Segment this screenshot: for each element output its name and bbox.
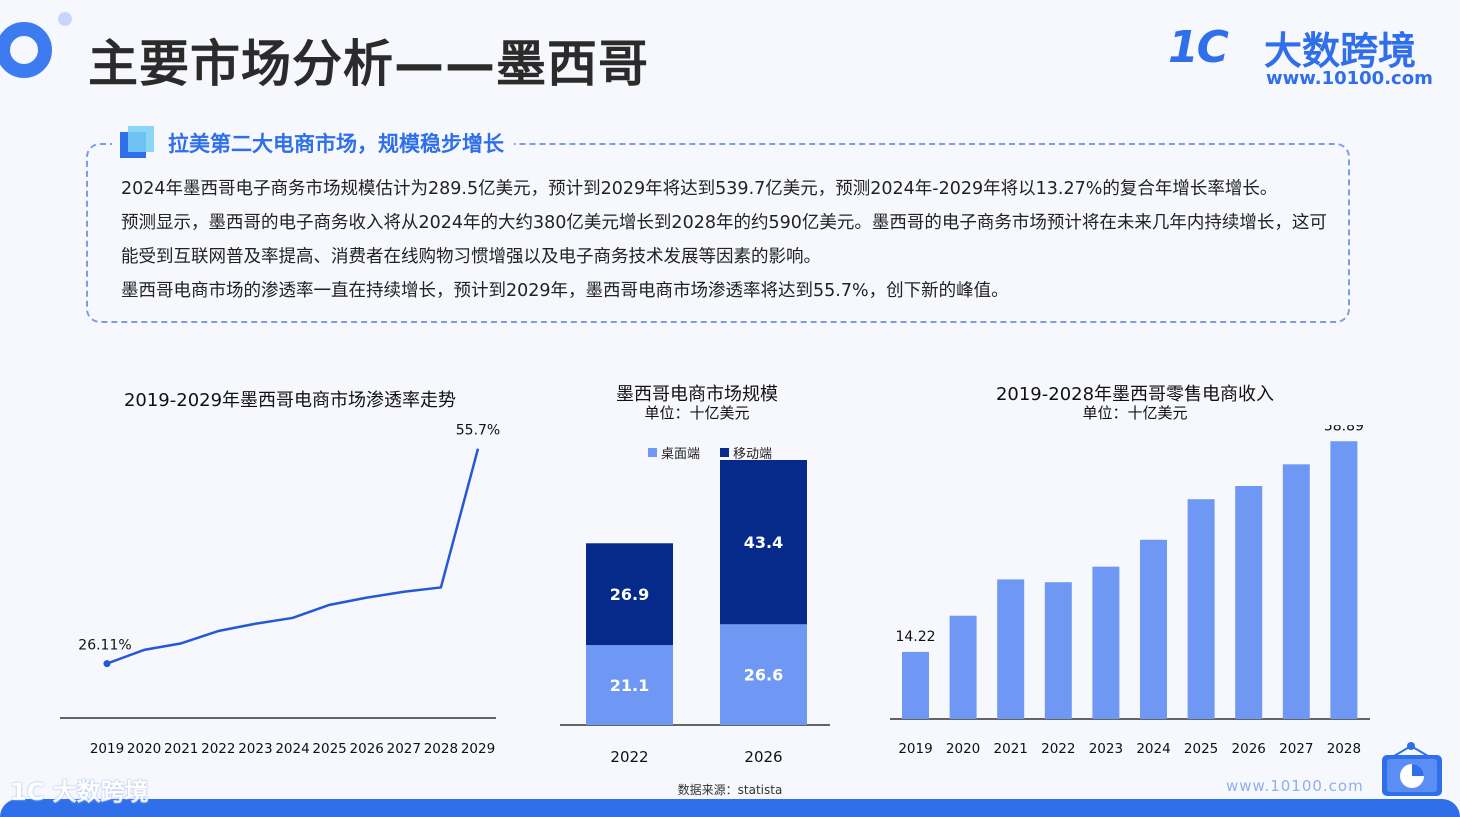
penetration-line [106, 448, 480, 665]
x-tick-label: 2024 [275, 741, 309, 757]
revenue-bar [1330, 441, 1358, 719]
x-tick-label: 2025 [312, 741, 346, 757]
page-title: 主要市场分析——墨西哥 [88, 35, 649, 93]
revenue-bar [1092, 566, 1120, 719]
x-tick-label: 2028 [424, 741, 458, 757]
revenue-bar [1044, 582, 1072, 719]
retail-revenue-bar-chart: 2019 2020 2021 2022 2023 2024 2025 2026 2027 2028… [890, 425, 1370, 757]
legend-label: 移动端 [733, 447, 772, 462]
footer-bar [0, 799, 1460, 817]
brand-ring-decoration [0, 22, 52, 78]
revenue-bar [1282, 464, 1310, 719]
stacked-chart-title: 墨西哥电商市场规模 [616, 384, 778, 405]
stacked-chart-unit: 单位：十亿美元 [644, 404, 750, 422]
revenue-bar [1187, 499, 1215, 719]
data-label-last: 55.7% [456, 423, 500, 439]
bar-mobile [720, 460, 807, 625]
revenue-bar [949, 615, 977, 719]
x-tick-label: 2020 [127, 741, 161, 757]
data-label-first: 14.22 [895, 629, 935, 645]
revenue-bar [902, 651, 929, 719]
x-tick-label: 2028 [1327, 741, 1361, 757]
brand-url: www.10100.com [1266, 68, 1433, 89]
x-tick-label: 2027 [387, 741, 421, 757]
x-tick-label: 2023 [238, 741, 272, 757]
market-size-stacked-chart: 桌面端 移动端 21.1 26.9 2022 26.6 43.4 2026 [560, 447, 830, 766]
x-tick-label: 2026 [1232, 741, 1266, 757]
data-label-first: 26.11% [78, 638, 131, 654]
bar-desktop [720, 624, 807, 725]
x-tick-label: 2022 [201, 741, 235, 757]
legend-swatch [648, 448, 657, 457]
summary-text: 2024年墨西哥电子商务市场规模估计为289.5亿美元，预计到2029年将达到5… [121, 172, 1336, 308]
x-tick-label: 2026 [744, 748, 782, 766]
x-tick-label: 2023 [1089, 741, 1123, 757]
bar-value-label: 43.4 [744, 533, 783, 552]
data-point [103, 660, 111, 668]
summary-line: 预测显示，墨西哥的电子商务收入将从2024年的大约380亿美元增长到2028年的… [121, 213, 1327, 267]
brand-logo: 1C 大数跨境 www.10100.com [1168, 18, 1433, 92]
bar-chart-unit: 单位：十亿美元 [1082, 404, 1188, 422]
x-tick-label: 2022 [1041, 741, 1075, 757]
line-chart-title: 2019-2029年墨西哥电商市场渗透率走势 [123, 390, 457, 411]
data-source: 数据来源：statista [677, 783, 783, 797]
summary-box [86, 143, 1350, 323]
x-tick-label: 2019 [90, 741, 124, 757]
x-tick-label: 2025 [1184, 741, 1218, 757]
revenue-bar [1235, 485, 1263, 719]
x-tick-label: 2021 [164, 741, 198, 757]
x-tick-label: 2022 [610, 748, 648, 766]
summary-square-icon [120, 126, 154, 160]
x-tick-label: 2021 [994, 741, 1028, 757]
bar-mobile [586, 543, 673, 646]
revenue-bar [997, 579, 1025, 719]
data-label-last: 58.89 [1324, 425, 1364, 434]
legend-swatch [720, 448, 729, 457]
x-tick-label: 2024 [1136, 741, 1170, 757]
x-tick-label: 2020 [946, 741, 980, 757]
brand-dot-decoration [58, 12, 72, 26]
x-tick-label: 2027 [1279, 741, 1313, 757]
bar-value-label: 26.6 [744, 666, 783, 685]
watermark-logo: 1C 大数跨境 [10, 778, 149, 806]
x-tick-label: 2026 [350, 741, 384, 757]
legend-label: 桌面端 [661, 447, 700, 462]
chart-board-icon [1382, 742, 1442, 796]
brand-name: 大数跨境 [1264, 29, 1417, 73]
brand-mark: 1C [1168, 22, 1229, 73]
bar-chart-title: 2019-2028年墨西哥零售电商收入 [995, 384, 1275, 405]
revenue-bar [1140, 539, 1167, 719]
summary-line: 2024年墨西哥电子商务市场规模估计为289.5亿美元，预计到2029年将达到5… [121, 179, 1278, 199]
bar-value-label: 21.1 [610, 676, 649, 695]
watermark-url: www.10100.com [1226, 777, 1364, 795]
x-tick-label: 2029 [461, 741, 495, 757]
summary-header: 拉美第二大电商市场，规模稳步增长 [112, 126, 514, 160]
bar-desktop [586, 645, 673, 725]
x-tick-label: 2019 [898, 741, 932, 757]
bar-value-label: 26.9 [610, 585, 649, 604]
summary-line: 墨西哥电商市场的渗透率一直在持续增长，预计到2029年，墨西哥电商市场渗透率将达… [121, 281, 1009, 301]
summary-title: 拉美第二大电商市场，规模稳步增长 [168, 132, 504, 156]
penetration-line-chart: 2019 2020 2021 2022 2023 2024 2025 2026 2027 2028… [60, 423, 500, 757]
